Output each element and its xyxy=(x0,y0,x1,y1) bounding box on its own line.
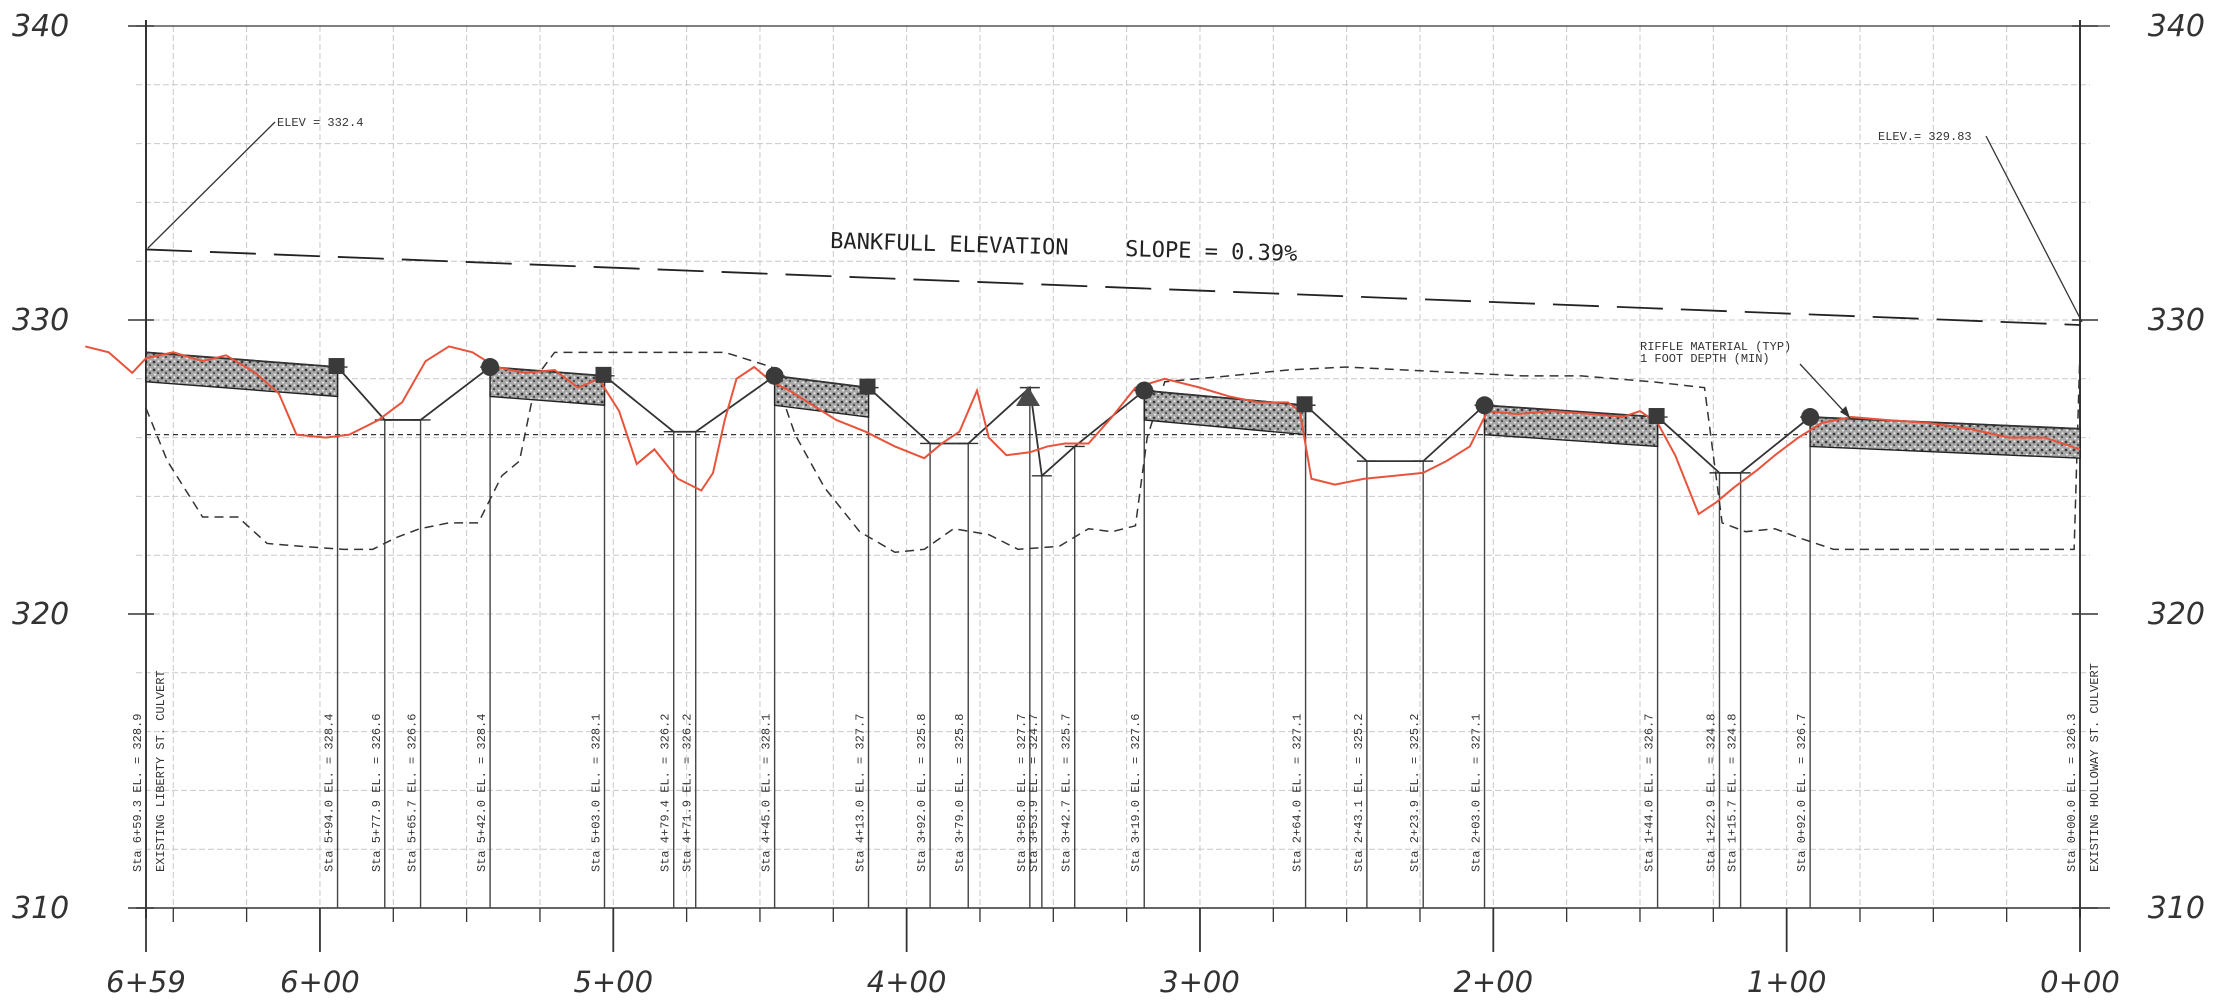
station-label: 1+00 xyxy=(1747,965,1827,999)
holloway-culvert-label: EXISTING HOLLOWAY ST. CULVERT xyxy=(2088,663,2102,872)
structure-label: Sta 3+19.0 EL. = 327.6 xyxy=(1129,714,1143,872)
structure-label: Sta 3+53.9 EL. = 324.7 xyxy=(1027,714,1041,872)
structure-label: Sta 4+13.0 EL. = 327.7 xyxy=(853,714,867,872)
bankfull-elevation-label: BANKFULL ELEVATION xyxy=(830,229,1069,261)
triangle-marker-icon xyxy=(1016,386,1040,406)
elev-label-right: 310 xyxy=(2148,891,2205,926)
riffle-tail-marker-icon xyxy=(595,366,612,383)
structure-label: Sta 6+59.3 EL. = 328.9 xyxy=(131,714,145,872)
structure-label: Sta 5+77.9 EL. = 326.6 xyxy=(370,714,384,872)
riffle-note-line1: RIFFLE MATERIAL (TYP) xyxy=(1640,340,1791,354)
station-label: 3+00 xyxy=(1160,965,1240,999)
riffle-head-marker-icon xyxy=(481,358,500,377)
structure-label: Sta 3+79.0 EL. = 325.8 xyxy=(953,714,967,872)
liberty-culvert-label: EXISTING LIBERTY ST. CULVERT xyxy=(154,670,168,872)
riffle-head-marker-icon xyxy=(1801,408,1820,427)
station-label: 6+59 xyxy=(106,965,186,999)
riffle-head-marker-icon xyxy=(1475,396,1494,415)
elev-right-callout: ELEV.= 329.83 xyxy=(1878,130,2083,323)
station-label: 4+00 xyxy=(867,965,947,999)
riffle-tail-marker-icon xyxy=(1648,408,1665,425)
structure-label: Sta 5+94.0 EL. = 328.4 xyxy=(323,714,337,872)
existing-thalweg-line xyxy=(145,349,2081,554)
structure-label: Sta 0+00.0 EL. = 326.3 xyxy=(2065,714,2079,872)
elev-label-right: 330 xyxy=(2148,303,2205,338)
existing-thalweg-path xyxy=(145,349,2081,554)
existing-ground-line xyxy=(85,345,2081,516)
structure-label: Sta 3+58.0 EL. = 327.7 xyxy=(1015,714,1029,872)
riffle-head-marker-icon xyxy=(1135,381,1154,400)
station-label: 6+00 xyxy=(280,965,360,999)
station-label: 2+00 xyxy=(1453,965,1533,999)
structure-label: Sta 1+44.0 EL. = 326.7 xyxy=(1643,714,1657,872)
elevation-axis-labels: 340 340 330 330 320 320 310 310 xyxy=(12,9,2205,926)
riffle-head-marker-icon xyxy=(765,366,784,385)
elev-label-left: 320 xyxy=(12,597,69,632)
structure-label: Sta 2+64.0 EL. = 327.1 xyxy=(1291,714,1305,872)
structure-label: Sta 0+92.0 EL. = 326.7 xyxy=(1795,714,1809,872)
structure-label: Sta 2+43.1 EL. = 325.2 xyxy=(1352,714,1366,872)
riffle-note-line2: 1 FOOT DEPTH (MIN) xyxy=(1640,352,1770,366)
vertical-station-lines xyxy=(145,352,2081,908)
station-axis-labels: 6+59 6+00 5+00 4+00 3+00 2+00 1+00 0+00 xyxy=(106,965,2120,999)
structure-label: Sta 5+65.7 EL. = 326.6 xyxy=(406,714,420,872)
bankfull-path xyxy=(145,248,2081,326)
riffle-block xyxy=(489,366,606,407)
riffle-tail-marker-icon xyxy=(859,378,876,395)
structure-label: Sta 3+42.7 EL. = 325.7 xyxy=(1060,714,1074,872)
structure-label: Sta 5+03.0 EL. = 328.1 xyxy=(589,714,603,872)
proposed-profile-line xyxy=(145,351,2081,478)
elev-left-callout: ELEV = 332.4 xyxy=(147,116,363,249)
riffle-material xyxy=(145,351,2081,459)
structure-label: Sta 1+15.7 EL. = 324.8 xyxy=(1726,714,1740,872)
structure-label: Sta 2+23.9 EL. = 325.2 xyxy=(1408,714,1422,872)
culvert-labels: EXISTING LIBERTY ST. CULVERT EXISTING HO… xyxy=(154,663,2102,872)
structure-labels: Sta 6+59.3 EL. = 328.9 Sta 5+94.0 EL. = 3… xyxy=(131,714,2079,872)
elev-label-left: 340 xyxy=(12,9,69,44)
riffle-material-callout: RIFFLE MATERIAL (TYP) 1 FOOT DEPTH (MIN) xyxy=(1640,340,1851,419)
elev-right-note: ELEV.= 329.83 xyxy=(1878,130,1972,144)
bankfull-line xyxy=(145,248,2081,326)
riffle-markers xyxy=(328,358,1820,427)
elev-label-right: 340 xyxy=(2148,9,2205,44)
proposed-profile-path xyxy=(145,351,2081,478)
slope-label: SLOPE = 0.39% xyxy=(1125,237,1298,267)
elev-label-right: 320 xyxy=(2148,597,2205,632)
elev-label-left: 310 xyxy=(12,891,69,926)
structure-label: Sta 5+42.0 EL. = 328.4 xyxy=(475,714,489,872)
structure-label: Sta 4+71.9 EL. = 326.2 xyxy=(681,714,695,872)
structure-label: Sta 4+79.4 EL. = 326.2 xyxy=(659,714,673,872)
riffle-tail-marker-icon xyxy=(328,358,345,375)
existing-ground-path xyxy=(85,345,2081,516)
station-label: 5+00 xyxy=(573,965,653,999)
frame xyxy=(128,20,2110,952)
elev-label-left: 330 xyxy=(12,303,69,338)
structure-label: Sta 1+22.9 EL. = 324.8 xyxy=(1704,714,1718,872)
station-label: 0+00 xyxy=(2040,965,2120,999)
elev-left-note: ELEV = 332.4 xyxy=(277,116,363,130)
structure-label: Sta 4+45.0 EL. = 328.1 xyxy=(760,714,774,872)
riffle-tail-marker-icon xyxy=(1296,396,1313,413)
structure-label: Sta 3+92.0 EL. = 325.8 xyxy=(915,714,929,872)
structure-label: Sta 2+03.0 EL. = 327.1 xyxy=(1470,714,1484,872)
